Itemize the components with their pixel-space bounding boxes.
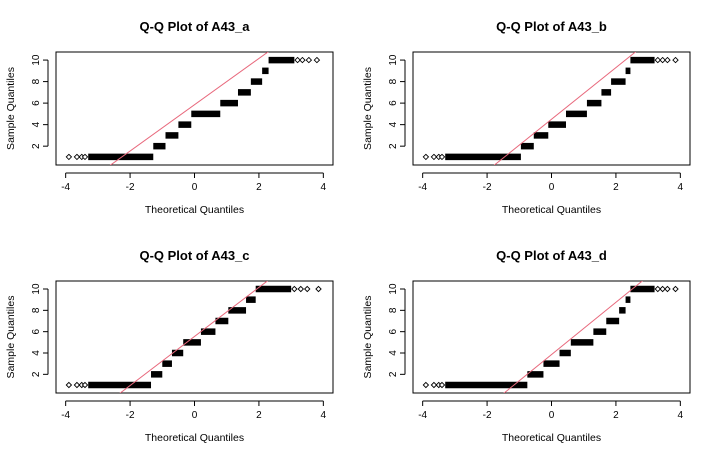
y-tick-label: 6 — [31, 328, 42, 334]
plot-frame — [412, 51, 691, 166]
qq-point — [303, 285, 311, 293]
qq-point — [81, 153, 89, 161]
plot-title: Q-Q Plot of A43_c — [139, 248, 249, 263]
x-axis-label: Theoretical Quantiles — [145, 432, 244, 444]
y-tick-label: 8 — [31, 307, 42, 313]
qq-point — [654, 285, 662, 293]
plot-frame — [55, 280, 334, 394]
qq-reference-line — [109, 52, 269, 165]
y-tick-label: 10 — [31, 54, 42, 66]
y-tick-label: 8 — [31, 78, 42, 84]
x-tick-label: 4 — [321, 182, 327, 193]
plot-frame — [412, 280, 691, 394]
data-points — [65, 285, 322, 389]
y-tick-label: 6 — [388, 100, 399, 106]
data-points — [422, 56, 679, 161]
y-tick-label: 10 — [388, 283, 399, 295]
qq-point — [315, 285, 322, 293]
x-axis-label: Theoretical Quantiles — [502, 432, 601, 444]
qq-point — [291, 285, 298, 293]
qq-reference-line — [119, 281, 269, 393]
qq-point — [73, 381, 81, 389]
x-tick-label: 0 — [192, 410, 198, 421]
y-tick-label: 4 — [31, 350, 42, 356]
data-points — [422, 285, 679, 389]
qq-point — [659, 285, 666, 293]
x-axis-label: Theoretical Quantiles — [145, 204, 244, 216]
qq-point — [672, 56, 679, 64]
qq-point — [65, 381, 73, 389]
qq-point — [313, 56, 321, 64]
x-tick-label: 2 — [613, 410, 619, 421]
qq-point — [422, 381, 430, 389]
qq-point — [672, 285, 679, 293]
y-tick-label: 6 — [31, 100, 42, 106]
qq-point — [81, 381, 89, 389]
x-tick-label: 2 — [256, 182, 262, 193]
plot-frame — [55, 51, 334, 166]
y-tick-label: 4 — [388, 121, 399, 127]
qq-plot-a43-c: Q-Q Plot of A43_c Theoretical Quantiles Sa… — [5, 248, 334, 444]
x-tick-label: -2 — [126, 410, 135, 421]
plot-title: Q-Q Plot of A43_a — [139, 19, 250, 34]
y-tick-label: 8 — [388, 78, 399, 84]
x-tick-label: -2 — [483, 182, 492, 193]
y-tick-label: 2 — [388, 143, 399, 149]
qq-point — [659, 56, 666, 64]
y-tick-label: 4 — [388, 350, 399, 356]
y-tick-label: 10 — [388, 54, 399, 66]
y-axis-label: Sample Quantiles — [5, 296, 17, 379]
x-tick-label: -4 — [418, 410, 427, 421]
qq-point — [664, 285, 671, 293]
qq-point — [438, 381, 446, 389]
x-tick-label: 2 — [613, 182, 619, 193]
qq-point — [294, 56, 301, 64]
y-axis-label: Sample Quantiles — [5, 67, 17, 150]
x-axis-label: Theoretical Quantiles — [502, 204, 601, 216]
y-tick-label: 6 — [388, 328, 399, 334]
y-tick-label: 2 — [31, 143, 42, 149]
data-points — [65, 56, 321, 161]
x-tick-label: -4 — [61, 410, 70, 421]
y-tick-label: 8 — [388, 307, 399, 313]
y-tick-label: 4 — [31, 121, 42, 127]
plot-title: Q-Q Plot of A43_b — [496, 19, 607, 34]
y-tick-label: 10 — [31, 283, 42, 295]
qq-point — [422, 153, 430, 161]
y-tick-label: 2 — [31, 371, 42, 377]
qq-plot-a43-b: Q-Q Plot of A43_b Theoretical Quantiles Sa… — [362, 19, 691, 216]
qq-plot-a43-d: Q-Q Plot of A43_d Theoretical Quantiles Sa… — [362, 248, 691, 444]
qq-point — [73, 153, 81, 161]
x-tick-label: -2 — [126, 182, 135, 193]
x-tick-label: 4 — [678, 182, 684, 193]
qq-point — [430, 381, 438, 389]
qq-point — [65, 153, 73, 161]
qq-point — [438, 153, 446, 161]
x-tick-label: 4 — [678, 410, 684, 421]
qq-reference-line — [503, 281, 644, 393]
qq-point — [305, 56, 313, 64]
x-tick-label: 2 — [256, 410, 262, 421]
y-tick-label: 2 — [388, 371, 399, 377]
x-tick-label: -4 — [61, 182, 70, 193]
y-axis-label: Sample Quantiles — [362, 67, 374, 150]
x-tick-label: 0 — [549, 182, 555, 193]
qq-point — [297, 285, 305, 293]
x-tick-label: -2 — [483, 410, 492, 421]
qq-point — [664, 56, 671, 64]
plot-title: Q-Q Plot of A43_d — [496, 248, 607, 263]
qq-point — [299, 56, 306, 64]
qq-point — [430, 153, 438, 161]
qq-point — [654, 56, 662, 64]
qq-reference-line — [493, 52, 637, 165]
x-tick-label: -4 — [418, 182, 427, 193]
x-tick-label: 0 — [192, 182, 198, 193]
qq-plot-a43-a: Q-Q Plot of A43_a Theoretical Quantiles Sa… — [5, 19, 334, 216]
x-tick-label: 0 — [549, 410, 555, 421]
y-axis-label: Sample Quantiles — [362, 296, 374, 379]
x-tick-label: 4 — [321, 410, 327, 421]
